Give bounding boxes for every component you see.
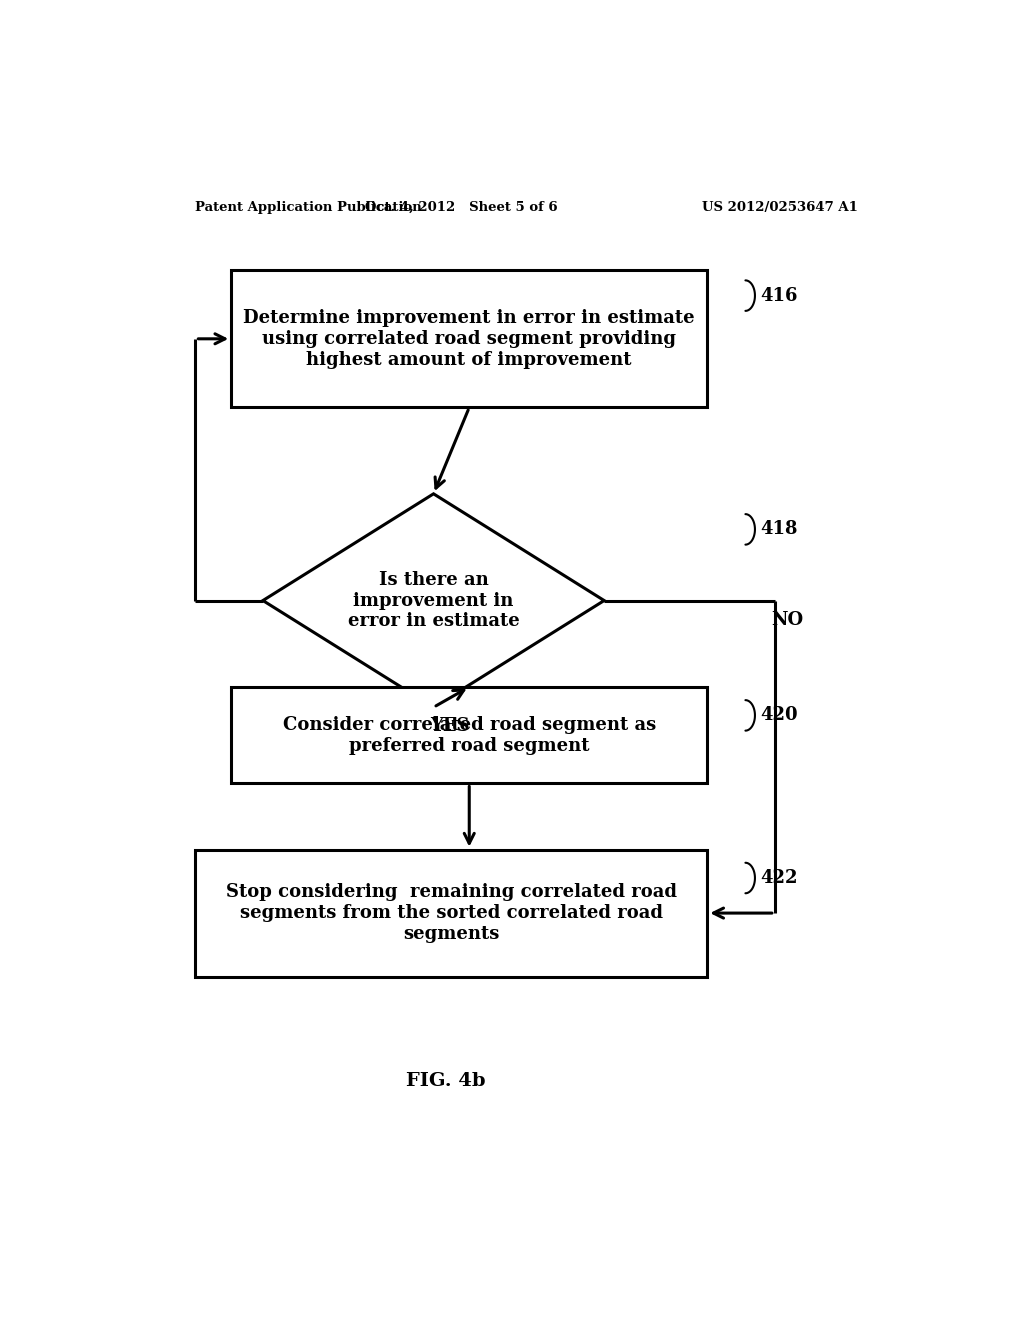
Text: YES: YES <box>430 718 469 735</box>
Bar <box>231 271 708 408</box>
Bar <box>196 850 708 977</box>
Text: FIG. 4b: FIG. 4b <box>406 1072 485 1090</box>
Text: Patent Application Publication: Patent Application Publication <box>196 201 422 214</box>
Text: US 2012/0253647 A1: US 2012/0253647 A1 <box>702 201 858 214</box>
Text: 420: 420 <box>761 706 798 725</box>
Text: Is there an
improvement in
error in estimate: Is there an improvement in error in esti… <box>348 570 519 631</box>
Text: NO: NO <box>771 611 803 628</box>
Polygon shape <box>263 494 604 708</box>
Text: Stop considering  remaining correlated road
segments from the sorted correlated : Stop considering remaining correlated ro… <box>226 883 677 942</box>
Text: 422: 422 <box>761 869 798 887</box>
Text: Consider correlated road segment as
preferred road segment: Consider correlated road segment as pref… <box>283 715 656 755</box>
Text: 418: 418 <box>761 520 798 539</box>
Text: 416: 416 <box>761 286 798 305</box>
Bar <box>231 686 708 784</box>
Text: Determine improvement in error in estimate
using correlated road segment providi: Determine improvement in error in estima… <box>244 309 695 368</box>
Text: Oct. 4, 2012   Sheet 5 of 6: Oct. 4, 2012 Sheet 5 of 6 <box>365 201 558 214</box>
